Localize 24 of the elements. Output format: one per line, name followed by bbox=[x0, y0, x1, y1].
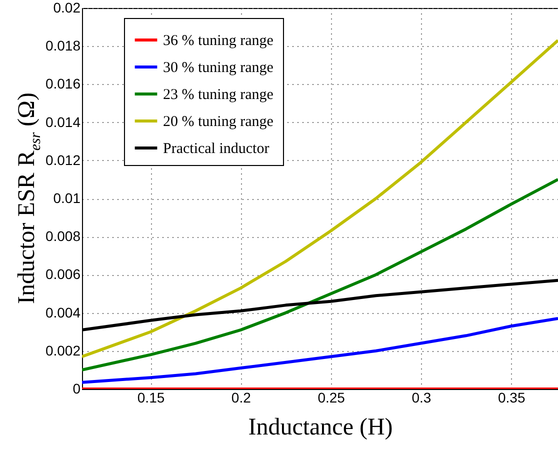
y-tick-label: 0.02 bbox=[53, 0, 81, 16]
y-tick-label: 0.006 bbox=[45, 266, 81, 282]
legend-label: Practical inductor bbox=[163, 141, 270, 157]
legend-label: 30 % tuning range bbox=[163, 60, 274, 76]
y-tick-label: 0.018 bbox=[45, 38, 81, 54]
x-axis-title: Inductance (H) bbox=[248, 414, 393, 440]
line-series bbox=[82, 178, 558, 372]
y-tick-label: 0.002 bbox=[45, 342, 81, 358]
y-tick-label: 0.014 bbox=[45, 114, 81, 130]
legend-label: 23 % tuning range bbox=[163, 87, 274, 103]
x-tick-label: 0.3 bbox=[412, 390, 432, 406]
x-tick-label: 0.35 bbox=[498, 390, 526, 406]
y-tick-label: 0.008 bbox=[45, 228, 81, 244]
x-tick-label: 0.15 bbox=[137, 390, 165, 406]
y-tick-label: 0 bbox=[72, 380, 81, 396]
legend-label: 36 % tuning range bbox=[163, 33, 274, 49]
x-tick-label: 0.25 bbox=[318, 390, 346, 406]
x-tick-label: 0.2 bbox=[231, 390, 252, 406]
y-tick-label: 0.004 bbox=[45, 304, 81, 320]
legend-label: 20 % tuning range bbox=[163, 114, 274, 130]
y-tick-label: 0.012 bbox=[45, 152, 81, 168]
line-series bbox=[82, 317, 558, 384]
y-tick-label: 0.01 bbox=[53, 190, 81, 206]
y-tick-label: 0.016 bbox=[45, 76, 81, 92]
